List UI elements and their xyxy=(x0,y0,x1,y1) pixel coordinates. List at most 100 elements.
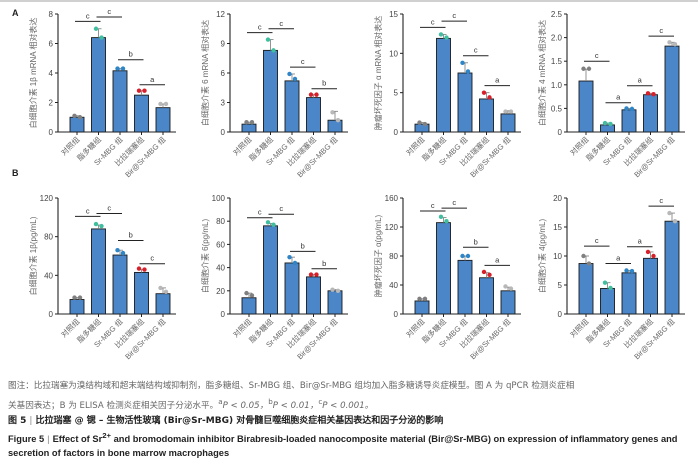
data-point xyxy=(244,290,249,296)
data-point xyxy=(503,284,508,289)
y-axis-label: 白细胞介素 4 mRNA 相对表达 xyxy=(537,20,547,126)
panel-label-b: B xyxy=(12,168,19,178)
significance-label: c xyxy=(150,254,154,263)
caption-note-line1: 图注：比拉瑞塞为溴结构域和超末端结构域抑制剂，脂多糖组、Sr-MBG 组、Bir… xyxy=(8,381,575,391)
data-point xyxy=(581,66,586,71)
bar xyxy=(500,113,516,133)
bar xyxy=(306,276,321,315)
y-axis-label: 白细胞介素 6 mRNA 相对表达 xyxy=(200,20,210,126)
cn-title-text: 比拉瑞塞 @ 锶 – 生物活性玻璃 (Bir@Sr-MBG) 对骨髓巨噬细胞炎症… xyxy=(35,415,444,426)
caption-note-line2: 关基因表达；B 为 ELISA 检测炎症相关因子分泌水平。aP < 0.05，b… xyxy=(8,394,696,414)
significance-label: a xyxy=(495,76,500,85)
bar xyxy=(155,293,171,315)
data-point xyxy=(314,272,319,277)
bar xyxy=(327,290,343,315)
y-tick-label: 120 xyxy=(40,194,54,203)
data-point xyxy=(77,115,83,120)
bar xyxy=(91,228,106,315)
figure-caption: 图注：比拉瑞塞为溴结构域和超末端结构域抑制剂，脂多糖组、Sr-MBG 组、Bir… xyxy=(8,379,696,460)
significance-label: c xyxy=(279,204,283,213)
significance-label: c xyxy=(86,206,90,215)
significance-label: c xyxy=(258,208,262,217)
data-point xyxy=(115,66,120,71)
data-point xyxy=(163,101,169,107)
data-point xyxy=(487,95,492,100)
y-tick-label: 40 xyxy=(216,264,225,273)
data-point xyxy=(287,71,292,77)
bar xyxy=(69,299,85,315)
data-point xyxy=(465,253,471,259)
y-tick-label: 2.0 xyxy=(551,34,563,43)
y-tick-label: 0.5 xyxy=(551,104,563,113)
data-point xyxy=(249,293,255,298)
bar xyxy=(643,94,658,133)
bar xyxy=(69,116,85,133)
bar xyxy=(457,259,473,315)
data-point xyxy=(581,253,586,259)
y-tick-label: 6 xyxy=(49,40,54,49)
y-tick-label: 12 xyxy=(216,10,225,19)
bar xyxy=(414,300,430,315)
data-point xyxy=(163,289,169,294)
y-tick-label: 80 xyxy=(216,217,225,226)
y-tick-label: 6 xyxy=(221,69,226,78)
title-separator: | xyxy=(47,433,50,444)
data-point xyxy=(244,119,249,125)
significance-label: b xyxy=(129,231,133,240)
y-tick-label: 15 xyxy=(553,223,562,232)
caption-note-prefix: 关基因表达；B 为 ELISA 检测炎症相关因子分泌水平。 xyxy=(8,400,219,411)
data-point xyxy=(99,35,104,40)
data-point xyxy=(672,219,678,224)
data-point xyxy=(115,248,120,253)
data-point xyxy=(645,91,651,96)
data-point xyxy=(77,295,83,300)
caption-en-title-line2: secretion of factors in bone marrow macr… xyxy=(8,447,230,458)
data-point xyxy=(136,88,142,93)
significance-label: c xyxy=(301,57,305,66)
chart-tnfa-elisa: 肿瘤坏死因子 α(pg/mL)04080120160对照组脂多糖组Sr-MBG … xyxy=(373,194,521,361)
en-title-sup: 2+ xyxy=(102,430,112,440)
caption-en-title: Figure 5 | Effect of Sr2+ and bromodomain … xyxy=(8,429,696,446)
y-tick-label: 0 xyxy=(558,128,563,137)
y-tick-label: 100 xyxy=(212,194,226,203)
data-point xyxy=(271,48,276,53)
bar xyxy=(263,49,278,133)
p-sup-b: b xyxy=(268,397,273,406)
data-point xyxy=(651,92,656,97)
significance-label: c xyxy=(258,23,262,32)
y-tick-label: 3 xyxy=(221,99,226,108)
panel-label-a: A xyxy=(12,8,19,18)
bar xyxy=(241,297,257,315)
data-point xyxy=(158,285,163,291)
y-tick-label: 0 xyxy=(49,310,54,319)
bar xyxy=(436,222,451,315)
top-border xyxy=(0,0,698,2)
bar xyxy=(112,254,128,315)
data-point xyxy=(136,266,142,271)
data-point xyxy=(465,69,471,74)
significance-label: c xyxy=(595,51,599,60)
data-point xyxy=(624,268,629,273)
data-point xyxy=(330,287,335,292)
y-tick-label: 4 xyxy=(49,69,54,78)
data-point xyxy=(624,106,629,111)
bar xyxy=(306,97,321,133)
en-title-part2: and bromodomain inhibitor Birabresib-loa… xyxy=(111,433,678,444)
data-point xyxy=(667,210,672,216)
chart-il4-mrna: 白细胞介素 4 mRNA 相对表达00.51.01.52.02.5对照组脂多糖组… xyxy=(537,10,685,179)
bar xyxy=(457,72,473,133)
data-point xyxy=(308,272,314,277)
chart-il6-elisa: 白细胞介素 6(pg/mL)020406080100对照组脂多糖组Sr-MBG … xyxy=(200,194,348,361)
data-point xyxy=(72,295,77,300)
data-point xyxy=(651,253,656,259)
data-point xyxy=(265,220,271,225)
data-point xyxy=(271,222,276,227)
bar xyxy=(664,45,680,133)
significance-label: b xyxy=(322,79,326,88)
data-point xyxy=(444,219,449,224)
bar xyxy=(112,70,128,133)
